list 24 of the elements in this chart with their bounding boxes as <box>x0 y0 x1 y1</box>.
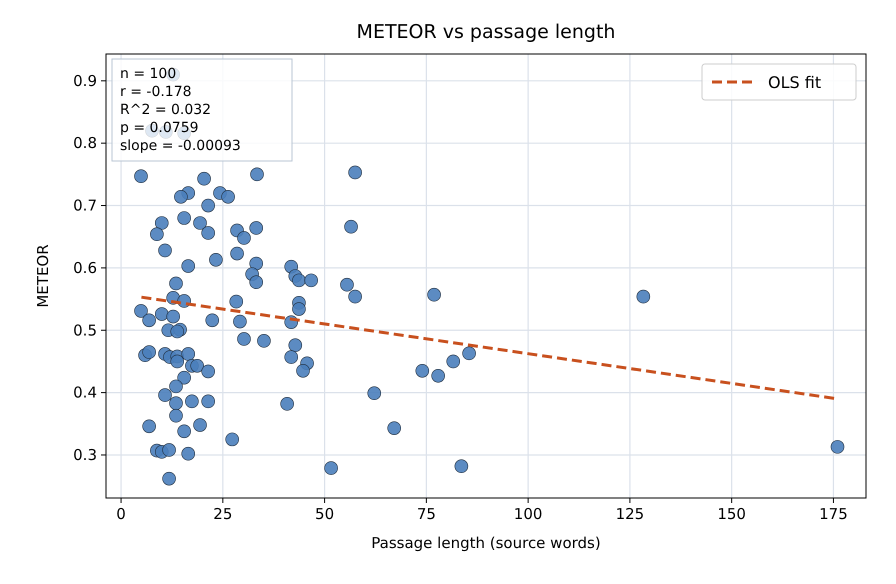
y-tick-label: 0.8 <box>73 134 97 152</box>
y-tick-label: 0.5 <box>73 321 97 340</box>
x-tick-label: 125 <box>616 505 644 523</box>
y-tick-label: 0.7 <box>73 196 97 215</box>
annotation: R^2 = 0.032 <box>120 102 212 118</box>
y-tick-label: 0.4 <box>73 384 97 402</box>
legend-label: OLS fit <box>768 73 822 92</box>
y-axis-title: METEOR <box>34 244 52 308</box>
x-tick-label: 150 <box>717 505 746 523</box>
x-tick-label: 100 <box>514 505 542 523</box>
x-tick-label: 175 <box>819 505 848 523</box>
x-tick-label: 50 <box>315 505 334 523</box>
y-tick-label: 0.9 <box>73 72 97 90</box>
annotation: slope = -0.00093 <box>120 138 241 154</box>
y-tick-label: 0.3 <box>73 446 97 464</box>
x-axis-title: Passage length (source words) <box>371 534 601 552</box>
chart-title: METEOR vs passage length <box>356 21 616 43</box>
annotation: p = 0.0759 <box>120 120 199 136</box>
x-tick-label: 25 <box>213 505 232 523</box>
y-tick-label: 0.6 <box>73 258 97 277</box>
annotation: n = 100 <box>120 66 176 82</box>
x-tick-label: 75 <box>416 505 436 523</box>
x-tick-label: 0 <box>116 505 126 523</box>
annotation: r = -0.178 <box>120 84 192 100</box>
